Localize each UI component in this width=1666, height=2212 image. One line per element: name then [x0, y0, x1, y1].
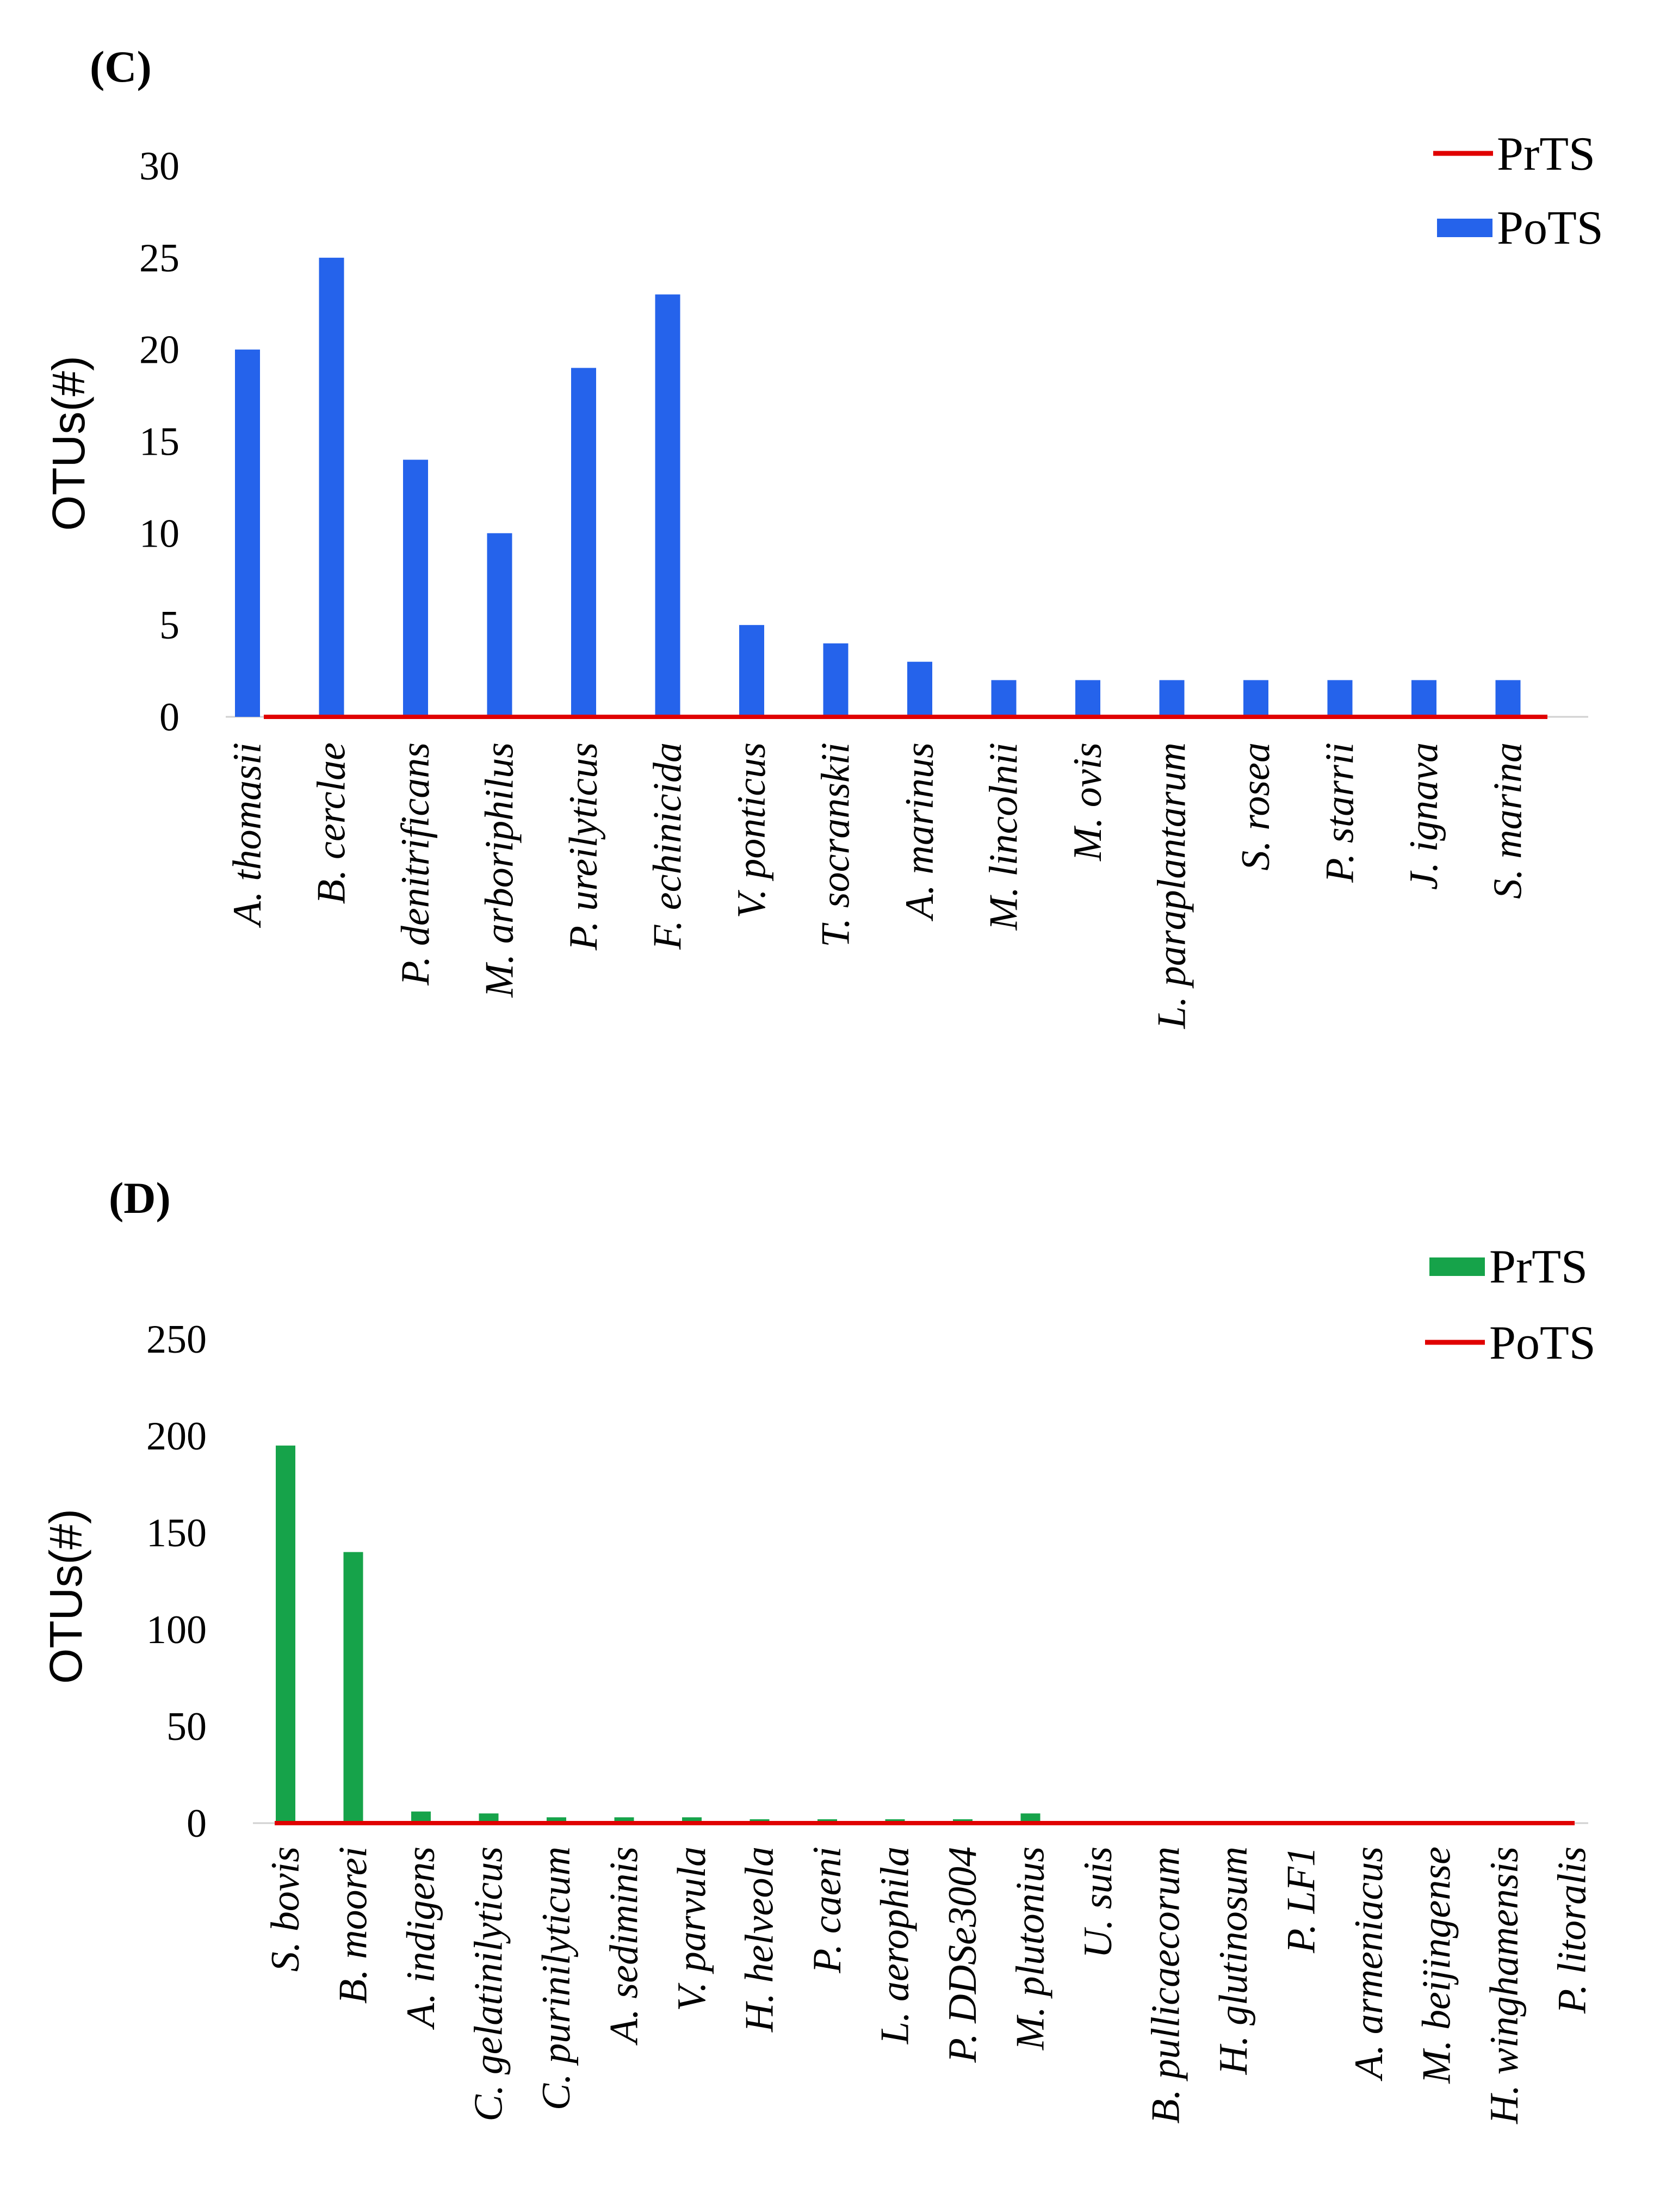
panel-c-bar-13 — [1243, 680, 1268, 717]
panel-c-y-tick-15: 15 — [139, 420, 179, 464]
panel-c-bar-2 — [319, 257, 344, 717]
panel-d-bar-1 — [276, 1445, 295, 1823]
panel-c-y-tick-20: 20 — [139, 328, 179, 373]
panel-c-category-label: S. marina — [1486, 742, 1531, 899]
panel-d-y-tick-150: 150 — [146, 1511, 207, 1556]
panel-c: (C) 0 5 10 15 20 25 30 OTUs(#) A. thomasii B. c… — [43, 42, 1603, 1029]
panel-d-bar-5 — [547, 1817, 566, 1823]
panel-c-bar-15 — [1411, 680, 1436, 717]
panel-c-bar-9 — [907, 661, 932, 717]
panel-d-category-label: M. plutonius — [1008, 1847, 1053, 2050]
panel-d-y-ticks: 0 50 100 150 200 250 — [146, 1317, 207, 1846]
panel-c-bar-1 — [235, 349, 260, 717]
panel-c-category-label: L. paraplantarum — [1150, 742, 1194, 1029]
panel-d-category-label: H. helveola — [738, 1847, 782, 2033]
panel-d-category-labels: S. bovis B. moorei A. indigens C. gelatinil… — [263, 1847, 1595, 2124]
panel-c-bar-4 — [487, 533, 512, 717]
panel-d-y-tick-0: 0 — [187, 1801, 207, 1846]
panel-c-category-label: P. starrii — [1318, 742, 1362, 883]
panel-d-category-label: P. DDSe3004 — [940, 1847, 985, 2063]
panel-d-category-label: A. sediminis — [602, 1847, 647, 2046]
panel-d-bar-6 — [614, 1817, 634, 1823]
panel-d-category-label: P. litoralis — [1550, 1847, 1595, 2014]
panel-d-y-tick-200: 200 — [146, 1414, 207, 1459]
panel-c-bar-12 — [1159, 680, 1185, 717]
panel-c-y-tick-30: 30 — [139, 144, 179, 189]
panel-c-category-labels: A. thomasii B. cerclae P. denitrificans M. … — [225, 742, 1531, 1029]
panel-d-category-label: P. LF1 — [1279, 1847, 1324, 1954]
panel-c-bar-14 — [1327, 680, 1353, 717]
panel-c-category-label: P. ureilyticus — [561, 742, 606, 951]
panel-d-legend-prts-label: PrTS — [1489, 1241, 1588, 1293]
panel-c-legend: PrTS PoTS — [1433, 128, 1603, 255]
panel-d-bars — [276, 1445, 1041, 1823]
panel-c-category-label: M. ovis — [1066, 742, 1110, 862]
panel-c-y-ticks: 0 5 10 15 20 25 30 — [139, 144, 179, 740]
panel-d-y-tick-250: 250 — [146, 1317, 207, 1362]
panel-c-legend-prts-label: PrTS — [1497, 128, 1595, 181]
panel-d-category-label: A. indigens — [399, 1847, 443, 2030]
panel-c-category-label: J. ignava — [1402, 742, 1446, 890]
panel-c-bar-3 — [403, 460, 428, 717]
panel-c-category-label: M. arboriphilus — [478, 742, 522, 998]
panel-c-bars — [235, 257, 1521, 717]
panel-d-category-label: L. aerophila — [873, 1847, 918, 2044]
panel-c-category-label: M. lincolnii — [982, 742, 1026, 931]
panel-c-legend-pots-label: PoTS — [1497, 202, 1603, 255]
panel-d-category-label: H. glutinosum — [1211, 1847, 1256, 2075]
panel-c-y-tick-10: 10 — [139, 511, 179, 556]
panel-d-category-label: C. purinilyticum — [534, 1847, 579, 2110]
panel-d-letter: (D) — [109, 1173, 171, 1223]
panel-d-bar-2 — [343, 1552, 363, 1823]
panel-d-category-label: B. pullicaecorum — [1144, 1847, 1188, 2124]
panel-c-category-label: S. rosea — [1234, 742, 1278, 871]
panel-d-bar-3 — [411, 1811, 431, 1823]
panel-c-category-label: F. echinicida — [646, 742, 690, 950]
panel-c-legend-pots-swatch — [1437, 219, 1492, 237]
panel-c-y-tick-25: 25 — [139, 236, 179, 281]
panel-d-category-label: V. parvula — [670, 1847, 714, 2011]
panel-c-category-label: T. socranskii — [814, 742, 858, 947]
panel-c-bar-6 — [655, 294, 680, 717]
panel-d-legend-prts-swatch — [1429, 1257, 1485, 1276]
panel-d: (D) 0 50 100 150 200 250 OTUs(#) S. bovis B. m… — [40, 1173, 1596, 2124]
panel-c-letter: (C) — [90, 42, 152, 91]
panel-d-legend: PrTS PoTS — [1425, 1241, 1596, 1370]
panel-c-bar-7 — [739, 625, 764, 717]
panel-d-bar-12 — [1020, 1813, 1041, 1823]
panel-c-category-label: V. ponticus — [729, 742, 774, 918]
panel-c-bar-11 — [1075, 680, 1100, 717]
panel-c-bar-5 — [571, 368, 596, 717]
panel-d-category-label: P. caeni — [805, 1847, 850, 1974]
panel-c-y-axis-label: OTUs(#) — [43, 356, 94, 531]
panel-d-category-label: A. armeniacus — [1347, 1847, 1391, 2082]
panel-d-category-label: B. moorei — [331, 1847, 376, 2004]
panel-d-y-tick-50: 50 — [166, 1705, 207, 1749]
panel-d-category-label: S. bovis — [263, 1847, 308, 1972]
panel-d-category-label: M. beijingense — [1415, 1847, 1459, 2084]
panel-c-y-tick-0: 0 — [159, 695, 179, 740]
panel-d-category-label: H. winghamensis — [1482, 1847, 1527, 2124]
panel-c-bar-8 — [823, 643, 849, 717]
panel-d-bar-4 — [479, 1813, 499, 1823]
panel-c-bar-10 — [991, 680, 1017, 717]
panel-c-y-tick-5: 5 — [159, 603, 179, 648]
panel-d-bar-7 — [682, 1817, 702, 1823]
panel-c-category-label: B. cerclae — [309, 742, 354, 904]
panel-d-category-label: C. gelatinilyticus — [467, 1847, 511, 2122]
panel-d-category-label: U. suis — [1076, 1847, 1120, 1959]
panel-d-y-axis-label: OTUs(#) — [40, 1509, 91, 1684]
panel-c-category-label: A. marinus — [897, 742, 942, 922]
panel-c-bar-16 — [1495, 680, 1521, 717]
panel-c-category-label: A. thomasii — [225, 742, 270, 928]
panel-d-y-tick-100: 100 — [146, 1608, 207, 1652]
panel-c-category-label: P. denitrificans — [393, 742, 438, 986]
panel-d-legend-pots-label: PoTS — [1489, 1317, 1596, 1370]
